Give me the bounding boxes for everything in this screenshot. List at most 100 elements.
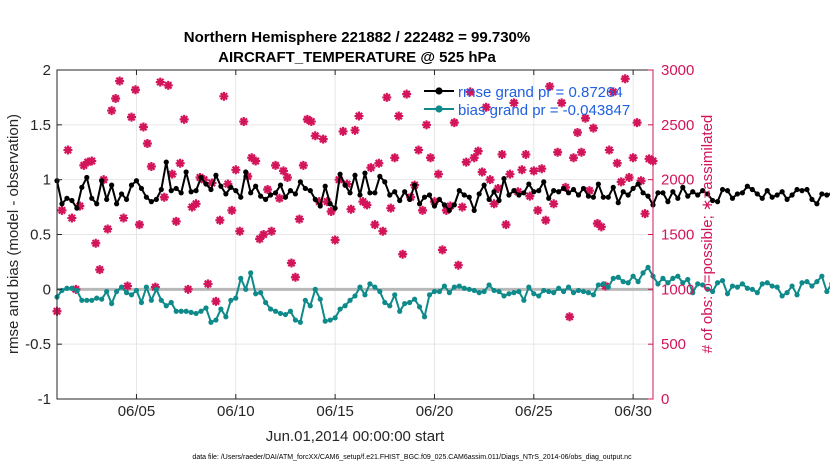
- obs-point: [596, 222, 606, 232]
- obs-asterisk: [63, 145, 73, 155]
- bias-point: [183, 308, 189, 314]
- obs-asterisk: [115, 76, 125, 86]
- rmse-point: [521, 190, 527, 196]
- bias-point: [615, 274, 621, 280]
- obs-asterisk: [95, 265, 105, 275]
- bias-point: [640, 270, 646, 276]
- obs-asterisk: [453, 260, 463, 270]
- rmse-point: [337, 171, 343, 177]
- obs-asterisk: [322, 197, 332, 207]
- rmse-point: [491, 189, 497, 195]
- rmse-point: [407, 196, 413, 203]
- obs-point: [541, 215, 551, 225]
- rmse-point: [118, 191, 125, 197]
- obs-asterisk: [481, 102, 491, 112]
- rmse-point: [794, 186, 800, 193]
- obs-asterisk: [155, 77, 165, 87]
- obs-point: [63, 145, 73, 155]
- bias-point: [724, 291, 731, 297]
- rmse-point: [645, 193, 651, 199]
- obs-asterisk: [290, 272, 300, 282]
- rmse-point: [541, 179, 547, 185]
- obs-asterisk: [386, 203, 396, 213]
- rmse-point: [228, 184, 234, 190]
- bias-point: [114, 288, 120, 295]
- y-tick-label-left: -0.5: [25, 336, 51, 353]
- rmse-point: [99, 178, 105, 184]
- obs-point: [390, 153, 400, 163]
- bias-point: [392, 292, 398, 298]
- obs-asterisk: [513, 187, 523, 197]
- rmse-point: [799, 188, 805, 194]
- rmse-point: [705, 191, 711, 197]
- rmse-point: [710, 197, 716, 204]
- rmse-point: [258, 193, 264, 199]
- obs-asterisk: [211, 296, 221, 306]
- obs-asterisk: [134, 220, 144, 230]
- bias-point: [297, 319, 303, 325]
- bias-point: [426, 292, 433, 298]
- obs-point: [219, 91, 229, 101]
- x-tick-label: 06/25: [515, 403, 553, 420]
- bias-point: [332, 315, 338, 321]
- bias-point: [367, 281, 373, 287]
- bias-point: [372, 284, 378, 290]
- obs-asterisk: [620, 74, 630, 84]
- rmse-point: [580, 185, 587, 192]
- rmse-point: [218, 183, 224, 189]
- rmse-point: [69, 197, 75, 204]
- obs-point: [215, 215, 225, 225]
- y-tick-label-left: 0: [43, 281, 51, 298]
- obs-point: [386, 203, 396, 213]
- x-tick-label: 06/10: [217, 403, 255, 420]
- obs-point: [565, 312, 575, 322]
- rmse-point: [312, 196, 318, 203]
- bias-point: [407, 299, 413, 306]
- bias-point: [168, 299, 174, 306]
- bias-point: [516, 288, 522, 295]
- x-axis-ticks: 06/05 06/10 06/15 06/20 06/25 06/30: [118, 70, 652, 420]
- grid-lines: [57, 69, 653, 400]
- obs-point: [247, 153, 257, 163]
- obs-point: [350, 125, 360, 135]
- bias-point: [570, 290, 577, 296]
- obs-point: [569, 153, 579, 163]
- bias-point: [123, 290, 130, 296]
- rmse-point: [158, 186, 164, 193]
- bias-point: [556, 285, 562, 291]
- obs-point: [608, 87, 618, 97]
- bias-point: [561, 288, 567, 295]
- bias-point: [635, 279, 641, 285]
- obs-asterisk: [294, 214, 304, 224]
- rmse-point: [347, 190, 353, 196]
- obs-asterisk: [580, 113, 590, 123]
- rmse-point: [536, 188, 542, 194]
- rmse-point: [759, 195, 765, 201]
- obs-point: [326, 206, 336, 216]
- obs-asterisk: [441, 205, 451, 215]
- obs-asterisk: [199, 175, 209, 185]
- obs-asterisk: [390, 153, 400, 163]
- bias-point: [302, 297, 308, 303]
- rmse-point: [94, 201, 100, 207]
- obs-point: [604, 145, 614, 155]
- rmse-point: [372, 190, 378, 196]
- bias-point: [143, 284, 149, 290]
- obs-asterisk: [179, 114, 189, 124]
- rmse-point: [575, 192, 582, 198]
- rmse-point: [123, 196, 130, 203]
- obs-point: [130, 85, 140, 95]
- obs-point: [588, 123, 598, 133]
- obs-point: [57, 205, 67, 215]
- rmse-point: [690, 189, 696, 195]
- obs-point: [557, 98, 567, 108]
- obs-point: [533, 205, 543, 215]
- rmse-point: [719, 186, 726, 193]
- obs-point: [644, 154, 654, 164]
- bias-point: [337, 306, 343, 312]
- obs-point: [134, 220, 144, 230]
- rmse-point: [317, 203, 323, 209]
- bias-point: [739, 281, 746, 287]
- bias-point: [347, 297, 353, 303]
